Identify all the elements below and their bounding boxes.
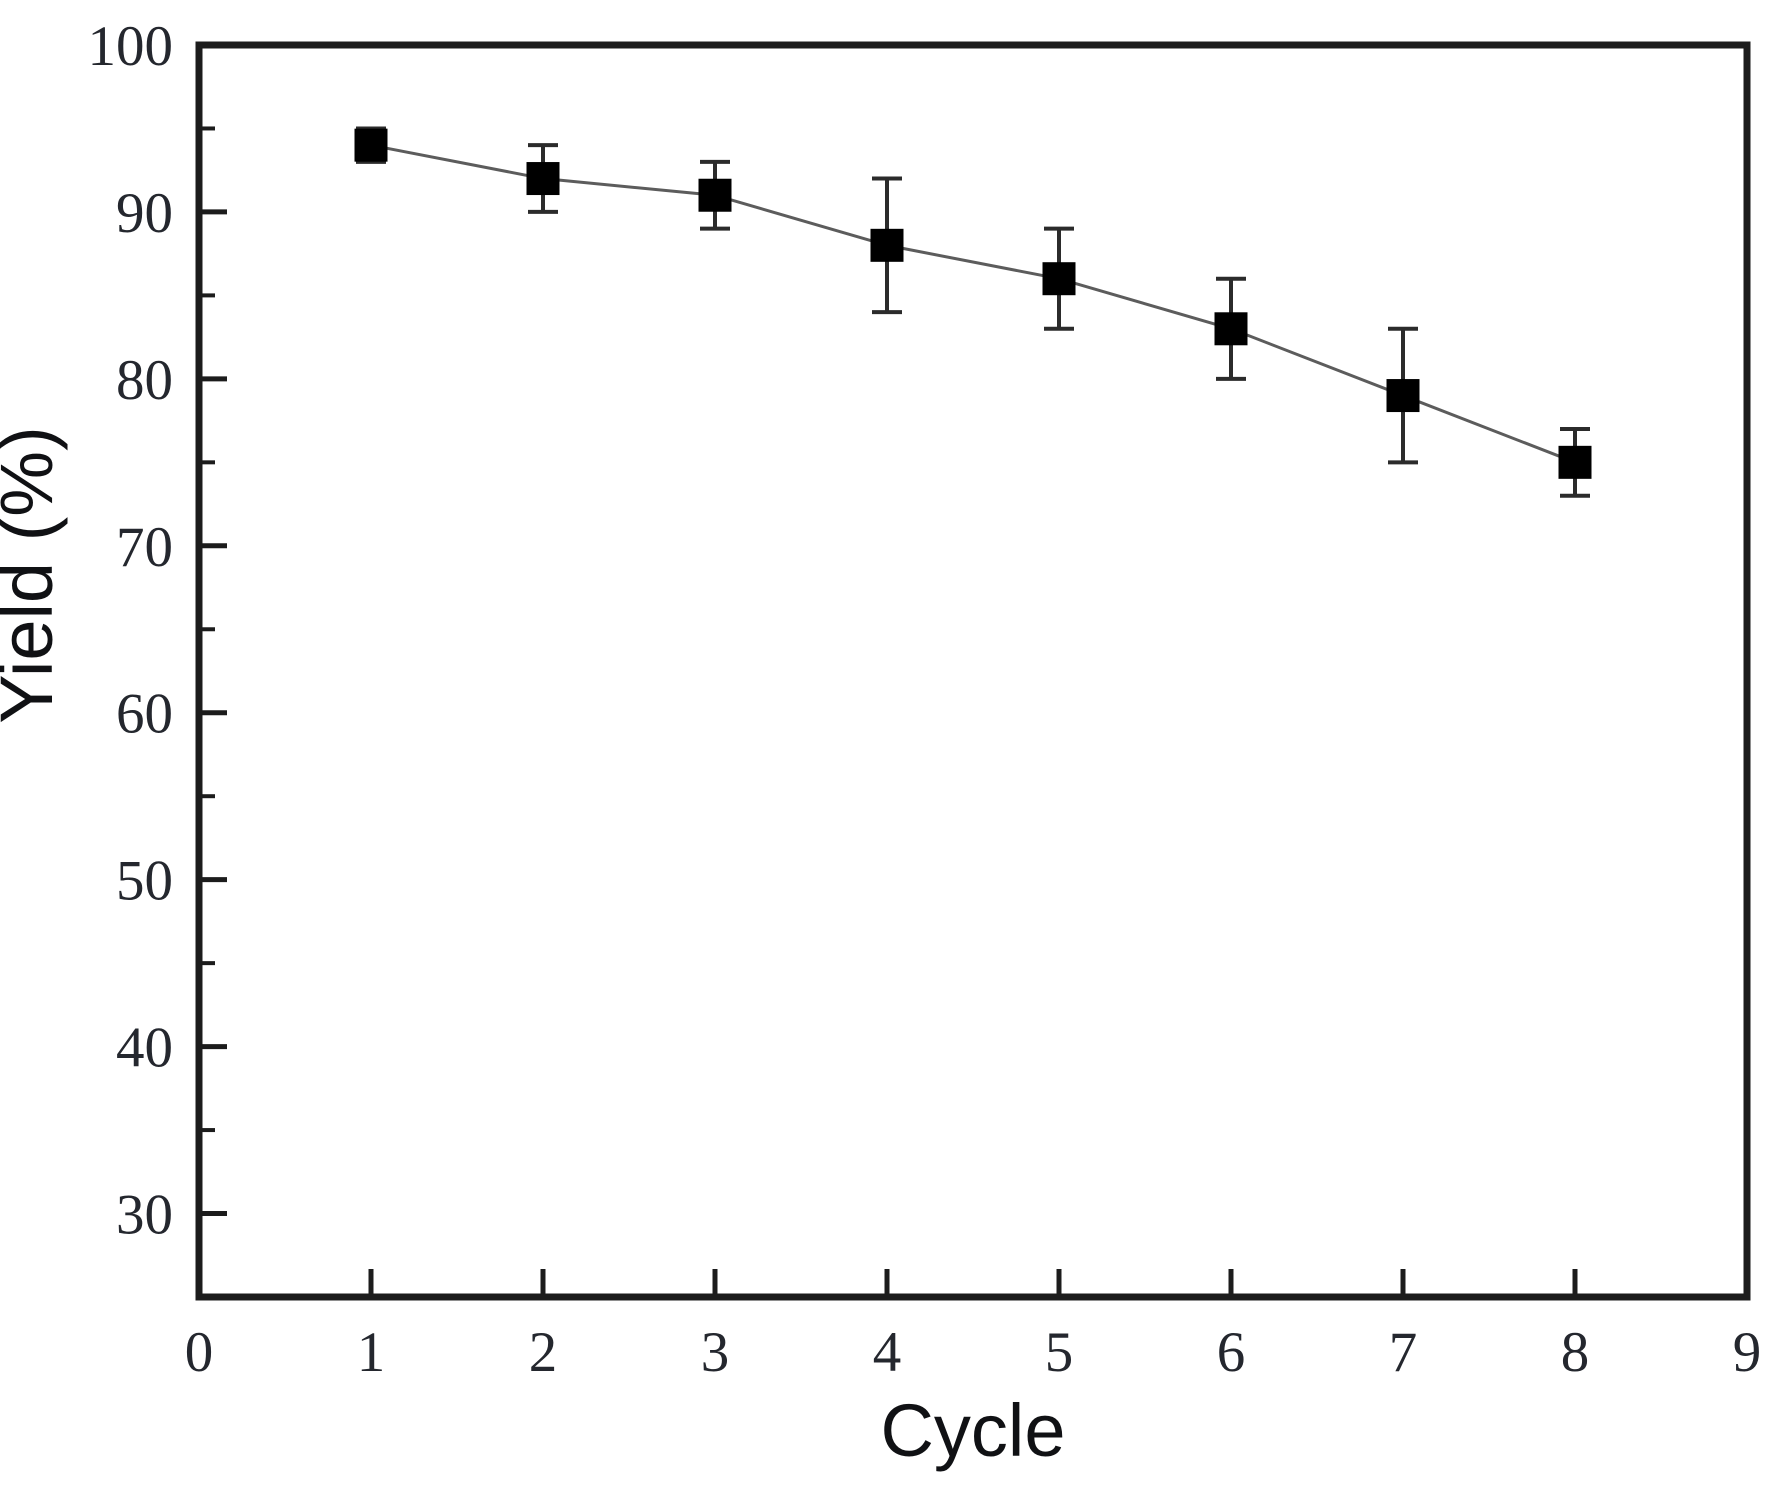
x-tick-label-7: 7 [1389, 1321, 1418, 1384]
data-point-cycle-2 [526, 162, 560, 196]
x-tick-label-4: 4 [873, 1321, 902, 1384]
y-tick-label-90: 90 [116, 182, 173, 245]
y-tick-label-40: 40 [116, 1017, 173, 1080]
x-axis-title: Cycle [880, 1389, 1065, 1472]
y-tick-label-100: 100 [88, 15, 174, 78]
y-tick-label-80: 80 [116, 349, 173, 412]
x-tick-label-1: 1 [357, 1321, 386, 1384]
x-tick-label-3: 3 [701, 1321, 730, 1384]
y-tick-label-50: 50 [116, 850, 173, 913]
x-tick-label-0: 0 [185, 1321, 214, 1384]
data-point-cycle-4 [870, 228, 904, 262]
y-axis-title: Yield (%) [0, 426, 68, 723]
x-tick-label-8: 8 [1561, 1321, 1590, 1384]
plot-frame [195, 41, 1751, 1301]
data-point-cycle-3 [698, 178, 732, 212]
x-tick-label-9: 9 [1733, 1321, 1762, 1384]
data-point-cycle-5 [1042, 262, 1076, 296]
x-tick-label-2: 2 [529, 1321, 558, 1384]
data-point-cycle-8 [1558, 445, 1592, 479]
x-tick-label-5: 5 [1045, 1321, 1074, 1384]
x-tick-label-6: 6 [1217, 1321, 1246, 1384]
y-tick-label-60: 60 [116, 683, 173, 746]
y-tick-label-70: 70 [116, 516, 173, 579]
data-point-cycle-1 [354, 128, 388, 162]
series-line-yield [370, 143, 1576, 464]
data-point-cycle-6 [1214, 312, 1248, 346]
y-tick-label-30: 30 [116, 1184, 173, 1247]
data-point-cycle-7 [1386, 379, 1420, 413]
